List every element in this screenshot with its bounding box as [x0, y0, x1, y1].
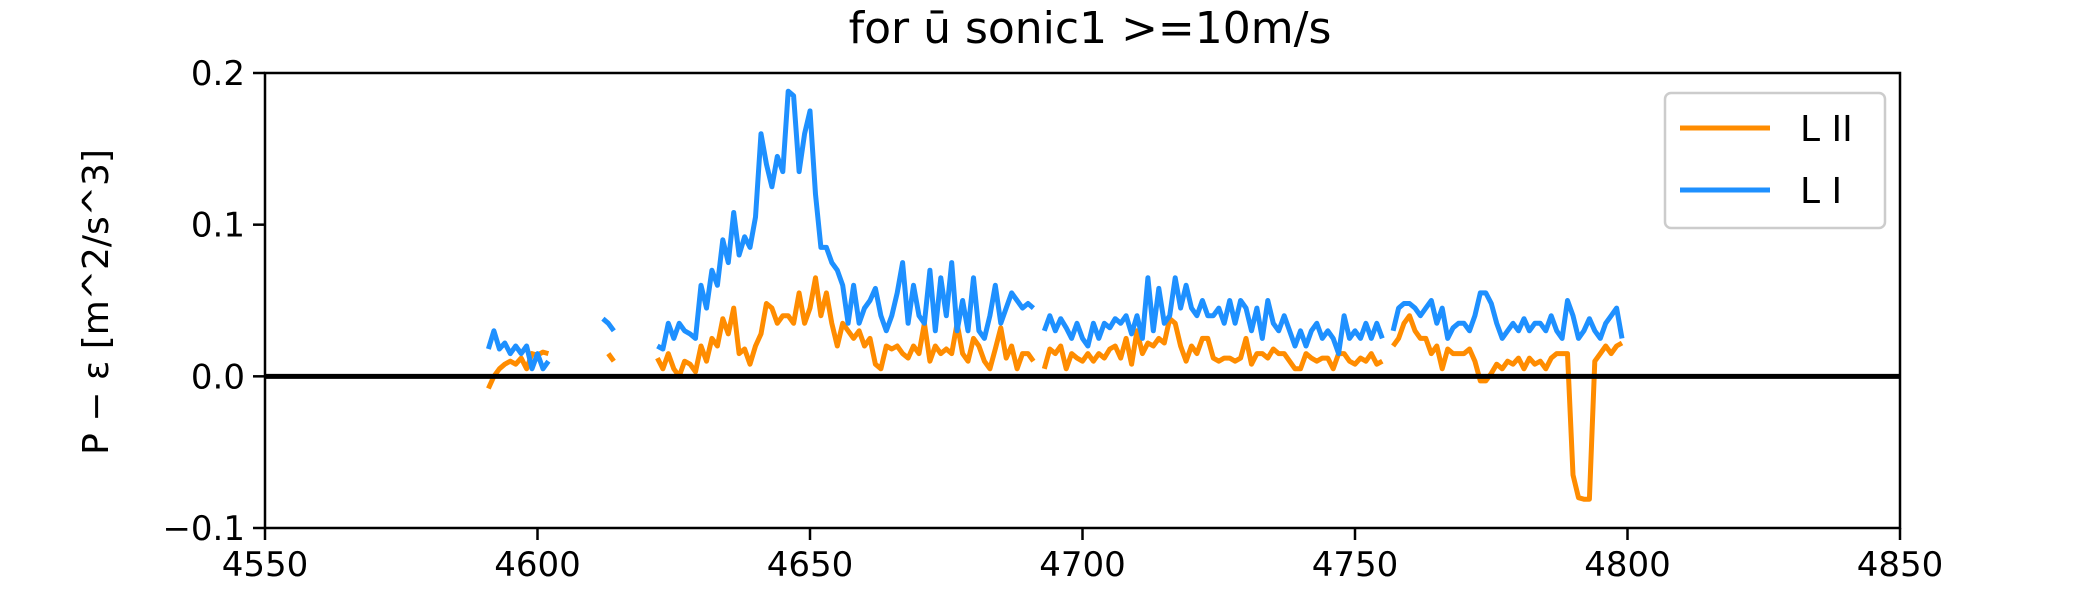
- y-axis: −0.1 0.0 0.1 0.2: [162, 54, 265, 549]
- series-1-segment-1: [601, 316, 616, 333]
- plot-frame: [263, 71, 1902, 530]
- y-tick-label: −0.1: [162, 509, 245, 549]
- legend: L II L I: [1663, 91, 1887, 230]
- x-tick-label: 4800: [1584, 545, 1671, 585]
- x-tick-label: 4850: [1857, 545, 1944, 585]
- x-tick-label: 4750: [1312, 545, 1399, 585]
- chart-title: for ū sonic1 >=10m/s: [849, 3, 1332, 54]
- series-1-segment-4: [1390, 290, 1625, 341]
- series-0-segment-4: [1391, 313, 1624, 502]
- y-axis-label: P − ε [m^2/s^3]: [76, 149, 117, 455]
- x-tick-label: 4650: [767, 545, 854, 585]
- x-tick-label: 4600: [494, 545, 581, 585]
- y-tick-label: 0.1: [191, 206, 245, 246]
- y-tick-label: 0.0: [191, 357, 245, 397]
- series-layer: [486, 88, 1625, 502]
- y-tick-label: 0.2: [191, 54, 245, 94]
- series-1-segment-3: [1041, 275, 1385, 357]
- x-axis: 4550 4600 4650 4700 4750 4800 4850: [222, 528, 1944, 585]
- series-1-segment-0: [486, 328, 551, 372]
- series-0-segment-3: [1041, 316, 1384, 372]
- series-0-segment-2: [655, 275, 1036, 379]
- series-1-segment-2: [656, 88, 1036, 352]
- legend-label: L II: [1800, 109, 1853, 150]
- legend-label: L I: [1800, 171, 1842, 212]
- x-tick-label: 4700: [1039, 545, 1126, 585]
- x-tick-label: 4550: [222, 545, 309, 585]
- series-0-segment-1: [606, 352, 616, 363]
